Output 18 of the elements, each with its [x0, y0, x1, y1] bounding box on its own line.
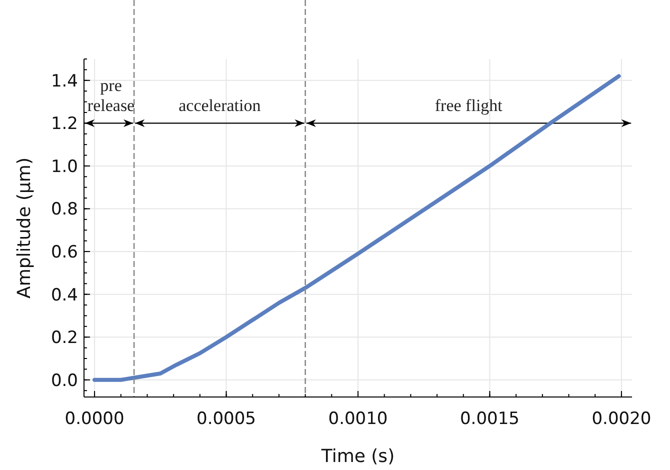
- annotation: free flight: [434, 96, 503, 116]
- annotation: acceleration: [178, 96, 262, 116]
- y-tick-label: 0.4: [50, 285, 78, 306]
- y-tick-label: 0.0: [50, 370, 78, 391]
- x-axis-title: Time (s): [320, 446, 395, 467]
- y-tick-label: 1.0: [50, 156, 78, 177]
- y-tick-label: 1.2: [50, 114, 78, 134]
- y-tick-label: 0.2: [50, 328, 78, 348]
- x-tick-label: 0.0010: [328, 409, 388, 429]
- x-tick-label: 0.0020: [592, 409, 652, 429]
- annotation: pre release: [87, 76, 135, 116]
- y-axis-title: Amplitude (μm): [14, 158, 35, 298]
- y-tick-label: 0.8: [50, 200, 78, 220]
- x-tick-label: 0.0015: [460, 409, 520, 429]
- y-tick-label: 1.4: [50, 71, 78, 92]
- y-tick-label: 0.6: [50, 242, 78, 263]
- x-tick-label: 0.0005: [196, 409, 256, 429]
- x-tick-label: 0.0000: [64, 409, 124, 429]
